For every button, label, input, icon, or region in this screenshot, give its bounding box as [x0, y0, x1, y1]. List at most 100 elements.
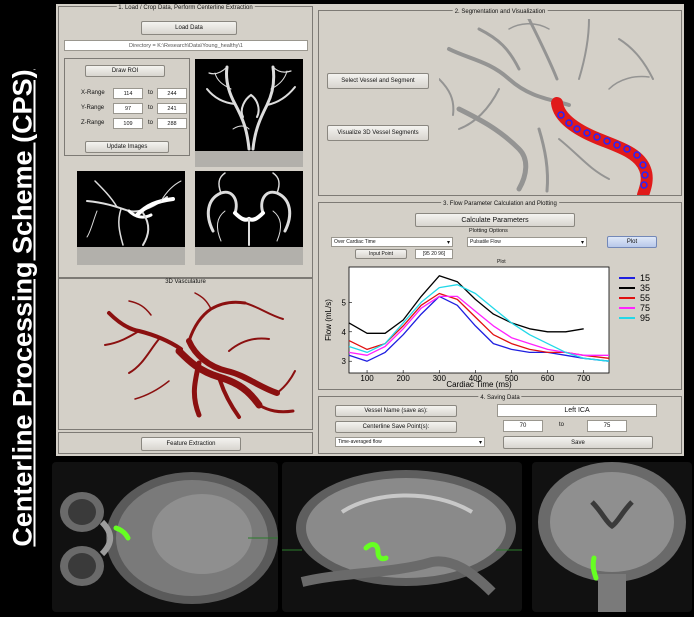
legend-item-55: 55	[619, 293, 650, 303]
legend-label: 75	[640, 303, 651, 313]
save-point-label: Centerline Save Point(s):	[335, 421, 457, 433]
update-images-button[interactable]: Update Images	[85, 141, 169, 153]
legend-label: 55	[640, 293, 651, 303]
flow-type-dropdown[interactable]: Pulsatile Flow	[467, 237, 587, 247]
y-tick-label: 5	[342, 298, 347, 307]
series-line-15	[348, 295, 610, 362]
point-value-field[interactable]: [95 20 96]	[415, 249, 453, 259]
y-range-label: Y-Range	[81, 105, 105, 111]
y-range-from-input[interactable]: 97	[113, 103, 143, 114]
legend-swatch	[619, 287, 635, 289]
segmentation-3d-view	[439, 19, 654, 195]
segmentation-title: 2. Segmentation and Visualization	[452, 9, 548, 15]
series-line-55	[348, 292, 610, 359]
legend-item-35: 35	[619, 283, 650, 293]
mri-axial-view	[52, 462, 278, 612]
time-mode-dropdown[interactable]: Over Cardiac Time	[331, 237, 453, 247]
legend-swatch	[619, 307, 635, 309]
save-to-label: to	[559, 422, 565, 428]
series-line-35	[348, 275, 584, 334]
x-tick-label: 400	[469, 374, 483, 383]
x-range-to-input[interactable]: 244	[157, 88, 187, 99]
legend-swatch	[619, 277, 635, 279]
legend-label: 35	[640, 283, 651, 293]
z-range-from-input[interactable]: 109	[113, 118, 143, 129]
y-to-label: to	[148, 105, 154, 111]
roi-subpanel: Draw ROI X-Range 114 to 244 Y-Range 97 t…	[64, 58, 190, 156]
flow-chart: 100 200 300 400 500 600 700 3 4 5 Flow (mL/s) Car…	[324, 266, 610, 389]
saving-title: 4. Saving Data	[478, 395, 522, 401]
vasculature-title: 3D Vasculature	[163, 279, 208, 285]
saving-panel: 4. Saving Data Vessel Name (save as): Le…	[318, 395, 682, 454]
save-type-value: Time-averaged flow	[338, 439, 382, 445]
flow-title: 3. Flow Parameter Calculation and Plotti…	[441, 201, 559, 207]
save-button[interactable]: Save	[503, 436, 653, 449]
mip-axial-footer	[195, 151, 303, 167]
directory-field[interactable]: Directory = K:\Research\Data\Young_healt…	[64, 40, 308, 51]
plot-label: Plot	[497, 259, 506, 265]
side-title: Centerline Processing Scheme (CPS)	[7, 69, 38, 547]
vasculature-3d-render	[104, 292, 296, 419]
x-axis-label: Cardiac Time (ms)	[446, 380, 512, 389]
y-tick-label: 3	[342, 357, 347, 366]
feature-extraction-button[interactable]: Feature Extraction	[141, 437, 241, 451]
time-mode-value: Over Cardiac Time	[334, 239, 376, 245]
legend-item-15: 15	[619, 273, 650, 283]
flow-panel: 3. Flow Parameter Calculation and Plotti…	[318, 201, 682, 390]
draw-roi-button[interactable]: Draw ROI	[85, 65, 165, 77]
flow-type-value: Pulsatile Flow	[470, 239, 501, 245]
save-point-to-input[interactable]: 75	[587, 420, 627, 432]
x-tick-label: 500	[505, 374, 519, 383]
mri-axial-marker	[113, 525, 131, 541]
load-panel-title: 1. Load / Crop Data, Perform Centerline …	[116, 5, 255, 11]
save-point-from-input[interactable]: 70	[503, 420, 543, 432]
mip-image-coronal	[77, 171, 185, 247]
plotting-options-label: Plotting Options	[469, 228, 508, 234]
z-range-label: Z-Range	[81, 120, 105, 126]
series-line-95	[348, 284, 610, 362]
x-tick-label: 200	[396, 374, 410, 383]
legend-swatch	[619, 297, 635, 299]
x-tick-label: 300	[433, 374, 447, 383]
series-line-75	[348, 295, 609, 356]
segmentation-panel: 2. Segmentation and Visualization Select…	[318, 9, 682, 196]
legend-item-75: 75	[619, 303, 650, 313]
visualize-segments-button[interactable]: Visualize 3D Vessel Segments	[327, 125, 429, 141]
feature-bar: Feature Extraction	[58, 432, 313, 454]
mip-coronal-footer	[77, 247, 185, 265]
mip-image-sagittal	[195, 171, 303, 247]
mri-coronal-marker	[590, 555, 599, 581]
input-point-button[interactable]: Input Point	[355, 249, 407, 259]
mip-sagittal-footer	[195, 247, 303, 265]
y-tick-label: 4	[342, 328, 347, 337]
z-to-label: to	[148, 120, 154, 126]
y-axis-label: Flow (mL/s)	[324, 299, 333, 341]
vessel-name-input[interactable]: Left ICA	[497, 404, 657, 417]
cps-application-window: 1. Load / Crop Data, Perform Centerline …	[56, 4, 684, 456]
mip-image-axial	[195, 59, 303, 151]
save-type-dropdown[interactable]: Time-averaged flow	[335, 437, 485, 447]
x-tick-label: 600	[541, 374, 555, 383]
vasculature-panel: 3D Vasculature	[58, 278, 313, 430]
side-title-bar: Centerline Processing Scheme (CPS)	[0, 0, 46, 616]
select-vessel-button[interactable]: Select Vessel and Segment	[327, 73, 429, 89]
legend-label: 15	[640, 273, 651, 283]
load-data-button[interactable]: Load Data	[141, 21, 237, 35]
x-range-label: X-Range	[81, 90, 105, 96]
legend-label: 95	[640, 313, 651, 323]
load-crop-panel: 1. Load / Crop Data, Perform Centerline …	[58, 5, 313, 278]
x-tick-label: 100	[360, 374, 374, 383]
vessel-name-label: Vessel Name (save as):	[335, 405, 457, 417]
x-range-from-input[interactable]: 114	[113, 88, 143, 99]
x-tick-label: 700	[577, 374, 591, 383]
mri-sagittal-marker	[363, 542, 389, 562]
plot-button[interactable]: Plot	[607, 236, 657, 248]
legend-item-95: 95	[619, 313, 650, 323]
legend-swatch	[619, 317, 635, 319]
mri-coronal-view	[532, 462, 692, 612]
calculate-parameters-button[interactable]: Calculate Parameters	[415, 213, 575, 227]
y-range-to-input[interactable]: 241	[157, 103, 187, 114]
chart-legend: 15 35 55 75 95	[619, 273, 650, 323]
z-range-to-input[interactable]: 288	[157, 118, 187, 129]
x-to-label: to	[148, 90, 154, 96]
